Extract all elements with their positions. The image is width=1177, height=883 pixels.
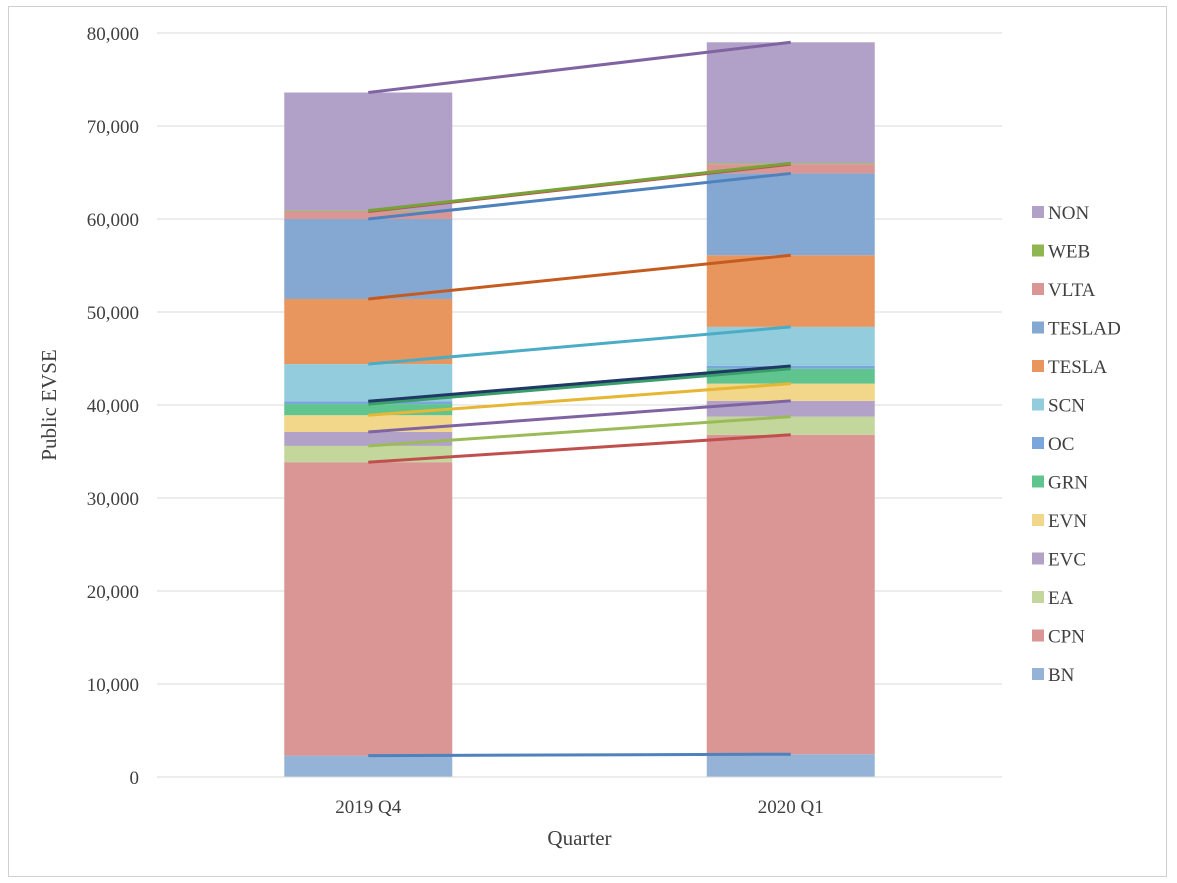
- legend-swatch-evn: [1032, 514, 1044, 526]
- x-axis-tick-labels: 2019 Q4 2020 Q1: [335, 797, 823, 818]
- series-line-ea: [368, 415, 791, 448]
- series-line-cpn: [368, 433, 791, 464]
- legend-label-bn: BN: [1048, 665, 1075, 686]
- bar-segment-evn: [284, 415, 453, 432]
- y-axis-title: Public EVSE: [37, 349, 61, 460]
- series-line-grn: [368, 367, 791, 406]
- y-tick-label: 0: [130, 768, 140, 789]
- legend-swatch-scn: [1032, 398, 1044, 411]
- legend-swatch-ea: [1032, 591, 1044, 603]
- bar-segment-evc: [284, 431, 453, 446]
- bars: [284, 42, 875, 777]
- bar-segment-teslad: [284, 219, 453, 299]
- y-tick-label: 20,000: [87, 582, 139, 603]
- bar-segment-vlta: [284, 211, 453, 219]
- legend-swatch-vlta: [1032, 283, 1044, 295]
- bar-segment-bn: [706, 754, 875, 777]
- bar-segment-ea: [706, 416, 875, 435]
- bar-segment-tesla: [706, 255, 875, 327]
- series-line-oc: [368, 364, 791, 403]
- y-tick-label: 80,000: [87, 24, 139, 45]
- series-line-teslad: [368, 171, 791, 221]
- y-tick-label: 40,000: [87, 396, 139, 417]
- stacked-bar-chart: 0 10,000 20,000 30,000 40,000 50,000 60,000 70,…: [37, 24, 1121, 850]
- legend: NON WEB VLTA TESLAD TESLA SCN OC GRN EVN EVC EA CPN…: [1032, 203, 1121, 686]
- legend-label-vlta: VLTA: [1048, 280, 1096, 301]
- y-tick-label: 10,000: [87, 675, 139, 696]
- legend-label-oc: OC: [1048, 434, 1074, 455]
- series-line-evc: [368, 399, 791, 434]
- legend-label-ea: EA: [1048, 588, 1074, 609]
- legend-label-grn: GRN: [1048, 473, 1088, 494]
- legend-label-web: WEB: [1048, 242, 1090, 263]
- bar-segment-non: [706, 42, 875, 164]
- bar-segment-evn: [706, 383, 875, 401]
- series-lines: [368, 40, 791, 758]
- bar-segment-scn: [284, 364, 453, 402]
- legend-swatch-cpn: [1032, 629, 1044, 642]
- bar-segment-evc: [706, 400, 875, 417]
- legend-swatch-bn: [1032, 668, 1044, 680]
- bar-segment-non: [284, 92, 453, 211]
- legend-swatch-web: [1032, 244, 1044, 257]
- legend-swatch-non: [1032, 206, 1044, 218]
- bar-segment-cpn: [284, 462, 453, 756]
- legend-label-cpn: CPN: [1048, 627, 1085, 648]
- legend-label-teslad: TESLAD: [1048, 319, 1121, 340]
- legend-label-evc: EVC: [1048, 550, 1086, 571]
- series-line-evn: [368, 382, 791, 417]
- bar-segment-vlta: [706, 164, 875, 174]
- gridlines: [157, 32, 1002, 685]
- bar-segment-bn: [284, 755, 453, 777]
- series-line-bn: [368, 752, 791, 758]
- bar-segment-cpn: [706, 434, 875, 755]
- legend-swatch-evc: [1032, 552, 1044, 565]
- series-line-scn: [368, 325, 791, 366]
- y-tick-label: 50,000: [87, 303, 139, 324]
- x-tick-label: 2020 Q1: [758, 797, 824, 818]
- y-tick-label: 60,000: [87, 210, 139, 231]
- y-tick-label: 30,000: [87, 489, 139, 510]
- bar-segment-scn: [706, 326, 875, 366]
- x-tick-label: 2019 Q4: [335, 797, 401, 818]
- legend-label-scn: SCN: [1048, 396, 1085, 417]
- legend-swatch-oc: [1032, 437, 1044, 449]
- series-line-non: [368, 40, 791, 95]
- y-axis-tick-labels: 0 10,000 20,000 30,000 40,000 50,000 60,000 70,…: [87, 24, 139, 789]
- legend-swatch-tesla: [1032, 360, 1044, 372]
- legend-label-tesla: TESLA: [1048, 357, 1107, 378]
- chart-frame: 0 10,000 20,000 30,000 40,000 50,000 60,000 70,…: [8, 6, 1167, 877]
- bar-segment-tesla: [284, 298, 453, 365]
- legend-label-evn: EVN: [1048, 511, 1087, 532]
- series-line-web: [368, 161, 791, 213]
- legend-swatch-grn: [1032, 475, 1044, 488]
- bar-segment-grn: [284, 404, 453, 416]
- legend-label-non: NON: [1048, 203, 1089, 224]
- legend-swatch-teslad: [1032, 321, 1044, 334]
- x-axis-title: Quarter: [547, 826, 611, 850]
- y-tick-label: 70,000: [87, 117, 139, 138]
- series-line-tesla: [368, 253, 791, 301]
- bar-segment-teslad: [706, 173, 875, 256]
